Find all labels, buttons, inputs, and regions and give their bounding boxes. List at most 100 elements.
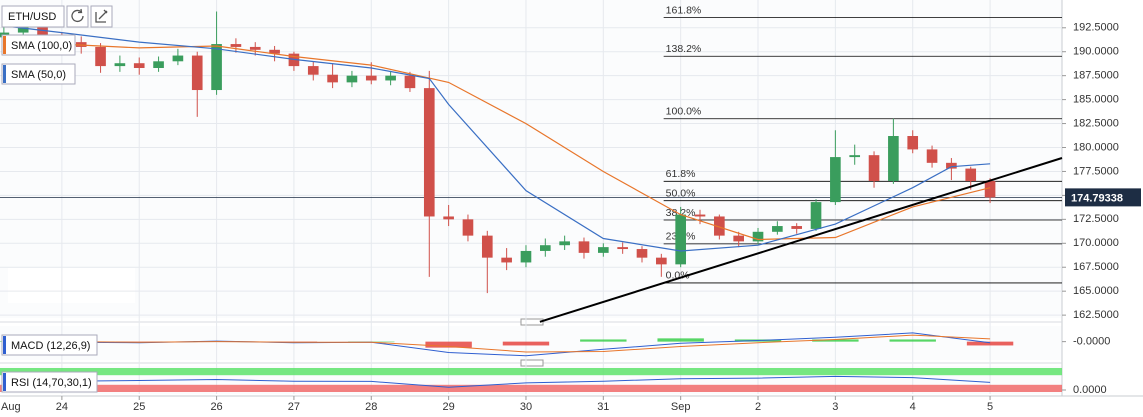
y-tick-label: 165.0000 — [1073, 285, 1119, 297]
candle-body — [656, 257, 667, 265]
x-tick-label: 25 — [133, 401, 145, 413]
candle-body — [230, 44, 242, 47]
y-tick-label: 172.5000 — [1073, 213, 1119, 225]
candle-body — [714, 216, 725, 236]
x-tick-label: 30 — [520, 401, 532, 413]
legend-box[interactable] — [1, 334, 98, 356]
x-tick-label: Sep — [671, 401, 691, 413]
candle-body — [365, 75, 377, 81]
edit-icon — [95, 9, 108, 23]
candle-body — [694, 214, 706, 217]
candle-body — [965, 168, 977, 182]
refresh-button[interactable] — [66, 5, 89, 28]
candle-body — [559, 241, 570, 246]
legend-box[interactable] — [1, 34, 76, 56]
fib-label: 61.8% — [666, 168, 696, 180]
candle-body — [946, 162, 957, 169]
legend-box[interactable] — [1, 63, 76, 85]
plot-background — [0, 0, 1062, 318]
x-tick-label: 4 — [910, 401, 916, 413]
panel-handle[interactable] — [520, 359, 544, 367]
symbol-box[interactable] — [1, 5, 65, 28]
candle-body — [636, 249, 648, 258]
candle-body — [385, 75, 396, 81]
x-tick-label: 2 — [755, 401, 761, 413]
y-tick-label: 185.0000 — [1073, 94, 1119, 106]
macd-histogram — [425, 341, 472, 348]
candle-body — [133, 63, 145, 69]
y-tick-label: 190.0000 — [1073, 46, 1119, 58]
candle-body — [733, 235, 744, 242]
candle-body — [907, 136, 919, 150]
sma-line — [3, 25, 991, 252]
candle-body — [868, 155, 880, 182]
macd-histogram — [657, 338, 704, 342]
x-tick-label: 31 — [597, 401, 609, 413]
candle-body — [481, 235, 493, 258]
fib-label: 100.0% — [666, 106, 702, 118]
legend-swatch — [3, 36, 6, 54]
candle-body — [752, 231, 764, 242]
legend-swatch — [3, 373, 6, 391]
x-tick-label: 5 — [987, 401, 993, 413]
fib-label: 0.0% — [666, 270, 690, 282]
candle-body — [888, 136, 899, 182]
candle-body — [984, 181, 996, 198]
candle-body — [114, 63, 126, 67]
last-price-tag — [1065, 188, 1141, 207]
panel-handle[interactable] — [520, 318, 544, 326]
candle-body — [443, 216, 454, 220]
signal-line — [3, 334, 991, 353]
y-tick-label: 162.5000 — [1073, 309, 1119, 321]
x-tick-label: 27 — [288, 401, 300, 413]
macd-histogram — [812, 339, 859, 342]
overlay: ETH/USD SMA (100,0) SMA (50,0) MACD (12,26… — [1, 5, 113, 393]
candle-body — [95, 46, 106, 67]
legend-label: SMA (100,0) — [11, 40, 72, 52]
x-tick-label: 28 — [365, 401, 377, 413]
y-tick-label: 182.5000 — [1073, 117, 1119, 129]
y-tick-label: 0.0000 — [1073, 384, 1107, 396]
y-tick-label: -0.0000 — [1073, 336, 1110, 348]
fib-label: 50.0% — [666, 187, 696, 199]
candle-body — [520, 250, 532, 263]
candle-body — [404, 75, 416, 89]
fib-label: 161.8% — [666, 4, 702, 16]
macd-histogram — [966, 341, 1014, 346]
candle-body — [539, 245, 551, 251]
y-tick-label: 167.5000 — [1073, 261, 1119, 273]
candle-body — [191, 55, 203, 91]
candle-body — [830, 157, 841, 203]
blank-box — [8, 268, 135, 303]
legend-label: SMA (50,0) — [11, 69, 66, 81]
candle-body — [346, 75, 358, 83]
x-tick-label: 26 — [210, 401, 222, 413]
candle-body — [17, 24, 29, 33]
rsi-overbought-band — [0, 368, 1062, 376]
candle-body — [423, 88, 435, 217]
trendline — [539, 157, 1063, 323]
y-tick-label: 170.0000 — [1073, 237, 1119, 249]
legend-swatch — [3, 65, 6, 83]
candle-body — [617, 247, 628, 250]
y-tick-label: 187.5000 — [1073, 70, 1119, 82]
candle-body — [598, 247, 609, 253]
candle-body — [810, 202, 822, 229]
candle-body — [269, 49, 280, 54]
last-price-label: 174.79338 — [1071, 192, 1123, 204]
candle-body — [172, 55, 184, 62]
y-tick-label: 180.0000 — [1073, 141, 1119, 153]
month-label: Aug — [1, 401, 21, 413]
candle-body — [501, 257, 512, 263]
candle-body — [675, 214, 686, 265]
x-tick-label: 24 — [56, 401, 68, 413]
candle-body — [849, 155, 861, 158]
candle-body — [327, 74, 338, 83]
legend-label: MACD (12,26,9) — [11, 340, 90, 352]
legend-box[interactable] — [1, 371, 98, 393]
y-tick-label: 177.5000 — [1073, 165, 1119, 177]
macd-histogram — [889, 339, 936, 342]
macd-histogram — [502, 341, 550, 346]
rsi-oversold-band — [0, 384, 1062, 392]
